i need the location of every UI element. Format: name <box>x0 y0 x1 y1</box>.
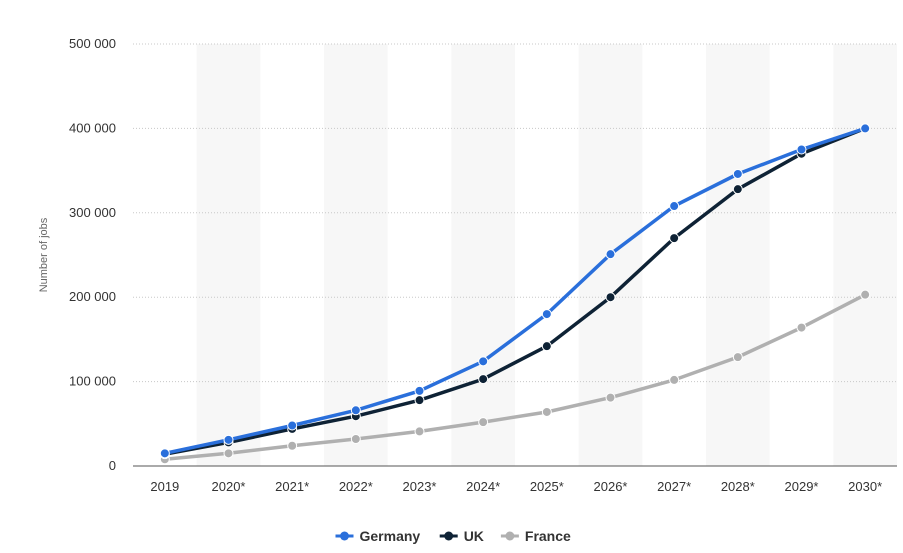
point-germany-2029* <box>796 144 807 155</box>
x-tick-label: 2026* <box>594 479 628 494</box>
y-axis-label: Number of jobs <box>38 217 50 292</box>
point-france-2026* <box>605 392 616 403</box>
point-uk-2025* <box>541 341 552 352</box>
x-tick-label: 2030* <box>848 479 882 494</box>
x-tick-label: 2029* <box>785 479 819 494</box>
band-2024* <box>451 44 515 466</box>
series-france <box>159 289 871 465</box>
y-tick-label: 200 000 <box>69 289 116 304</box>
point-france-2029* <box>796 322 807 333</box>
point-germany-2019 <box>159 448 170 459</box>
line-france <box>163 292 867 461</box>
line-uk <box>163 126 867 456</box>
alternating-bands <box>196 44 897 466</box>
y-tick-label: 500 000 <box>69 36 116 51</box>
point-france-2020* <box>223 448 234 459</box>
y-tick-label: 100 000 <box>69 374 116 389</box>
point-france-2022* <box>350 433 361 444</box>
point-germany-2030* <box>860 123 871 134</box>
legend-item-germany[interactable]: Germany <box>335 528 421 544</box>
y-tick-label: 0 <box>109 458 116 473</box>
point-uk-2024* <box>478 374 489 385</box>
y-tick-label: 300 000 <box>69 205 116 220</box>
point-france-2025* <box>541 406 552 417</box>
legend[interactable]: Germany UK France <box>335 528 572 544</box>
legend-swatch-marker <box>340 531 349 541</box>
legend-label: Germany <box>360 528 421 544</box>
point-germany-2021* <box>287 420 298 431</box>
series-lines <box>159 123 871 465</box>
x-tick-label: 2024* <box>466 479 500 494</box>
point-uk-2028* <box>732 184 743 195</box>
point-france-2030* <box>860 289 871 300</box>
legend-label: UK <box>464 528 484 544</box>
band-2020* <box>196 44 261 466</box>
x-axis-ticks: 2019 2020* 2021* 2022* 2023* 2024* 2025* 2026* 2… <box>150 479 882 494</box>
point-germany-2024* <box>478 356 489 367</box>
legend-label: France <box>525 528 571 544</box>
point-uk-2026* <box>605 292 616 303</box>
y-axis-ticks: 0 100 000 200 000 300 000 400 000 500 000 <box>69 36 116 473</box>
x-tick-label: 2027* <box>657 479 691 494</box>
point-uk-2027* <box>669 233 680 244</box>
point-germany-2023* <box>414 385 425 396</box>
legend-swatch-marker <box>505 531 515 541</box>
point-germany-2027* <box>669 201 680 212</box>
point-france-2024* <box>478 417 489 428</box>
point-germany-2028* <box>732 168 743 179</box>
x-tick-label: 2020* <box>212 479 246 494</box>
point-germany-2022* <box>350 405 361 416</box>
x-tick-label: 2022* <box>339 479 373 494</box>
line-germany <box>163 126 867 456</box>
series-germany <box>159 123 871 459</box>
band-2030* <box>833 44 897 466</box>
point-germany-2020* <box>223 434 234 445</box>
legend-item-uk[interactable]: UK <box>439 528 484 544</box>
point-germany-2025* <box>541 309 552 320</box>
legend-swatch-marker <box>444 531 454 541</box>
point-france-2021* <box>287 440 298 451</box>
y-tick-label: 400 000 <box>69 120 116 135</box>
point-germany-2026* <box>605 249 616 260</box>
point-france-2023* <box>414 426 425 437</box>
x-tick-label: 2025* <box>530 479 564 494</box>
x-tick-label: 2019 <box>150 479 179 494</box>
point-uk-2023* <box>414 395 425 406</box>
legend-item-france[interactable]: France <box>500 528 571 544</box>
x-tick-label: 2021* <box>275 479 309 494</box>
band-2028* <box>706 44 770 466</box>
grid-lines <box>133 43 897 467</box>
band-2022* <box>324 44 388 466</box>
point-france-2027* <box>669 374 680 385</box>
x-tick-label: 2023* <box>403 479 437 494</box>
x-tick-label: 2028* <box>721 479 755 494</box>
point-france-2028* <box>732 352 743 363</box>
